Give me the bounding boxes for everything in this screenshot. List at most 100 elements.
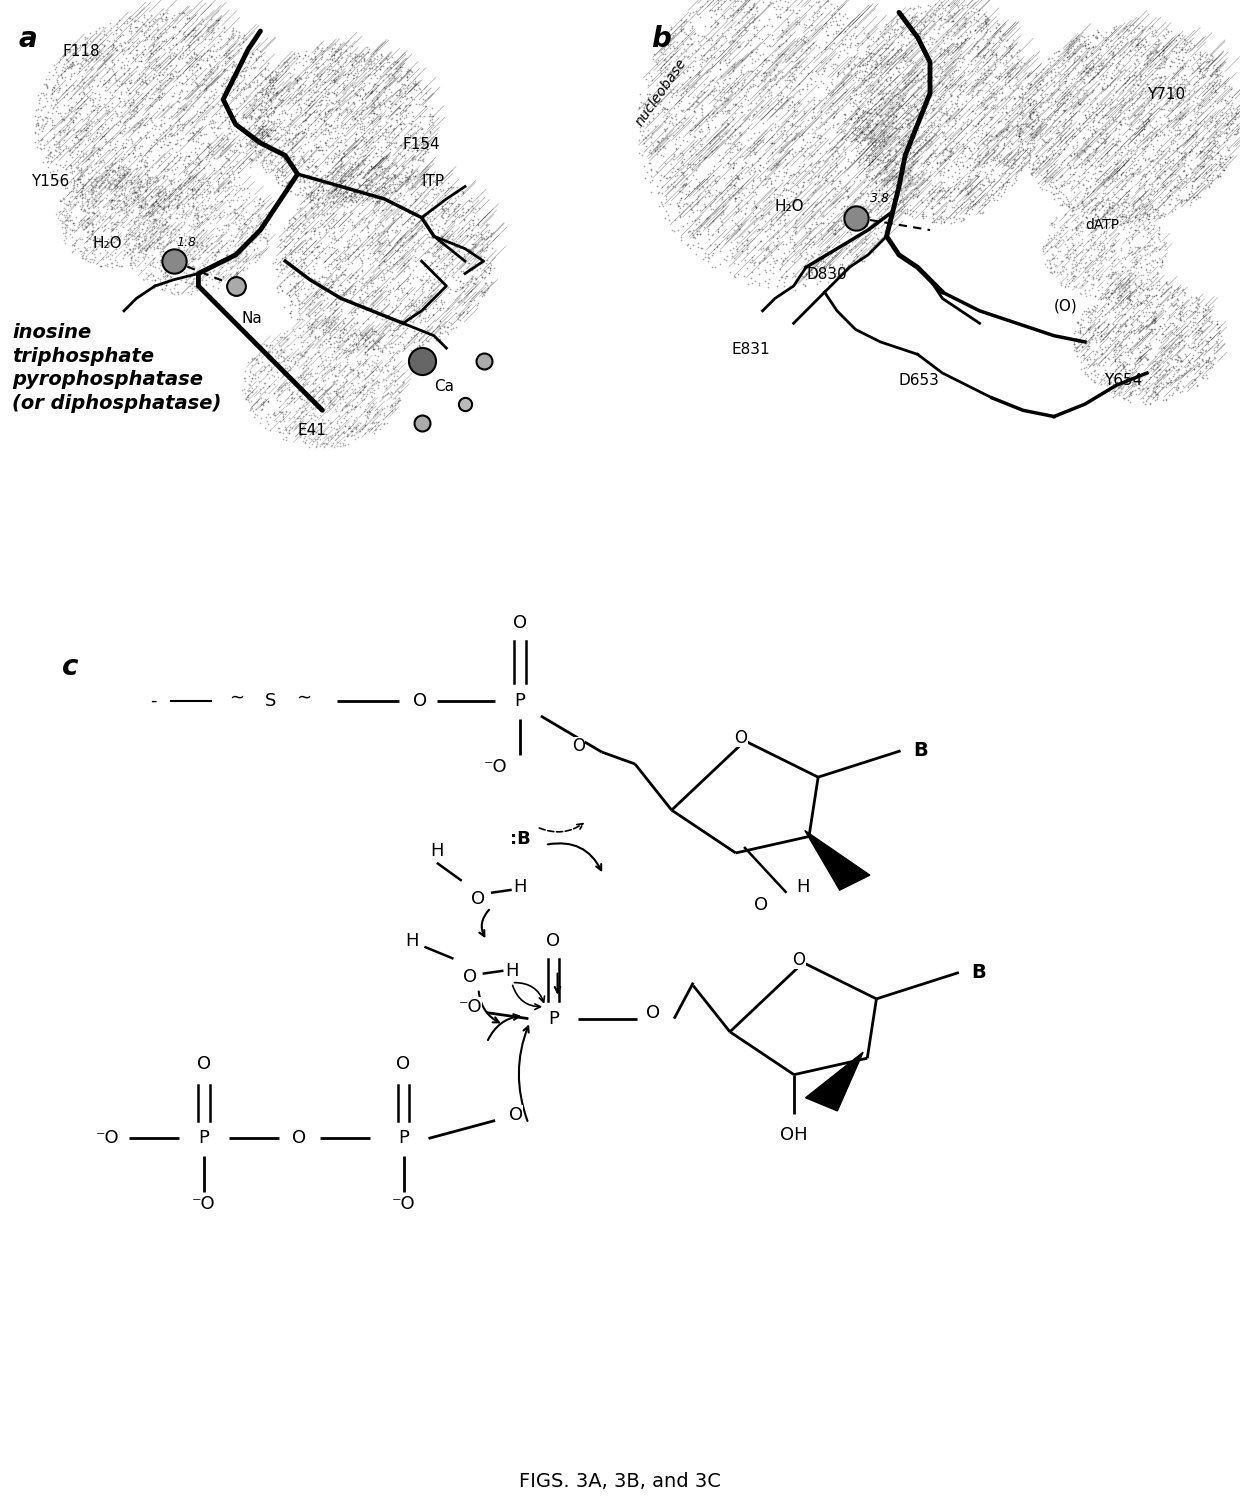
Point [725,189,745,213]
Point [1078,133,1097,157]
Point [740,75,760,99]
Point [1167,136,1187,160]
Point [63,51,83,75]
Point [1086,102,1106,126]
Point [862,48,882,72]
Point [1123,147,1143,171]
Point [1133,94,1153,118]
Point [259,124,279,148]
Point [136,13,156,37]
Point [73,246,93,270]
Point [843,115,863,139]
Point [387,214,407,238]
Point [650,168,670,192]
Point [1141,183,1161,207]
Point [1179,334,1199,358]
Point [420,268,440,292]
Point [73,199,93,223]
Point [335,142,355,166]
Point [1121,280,1141,304]
Point [346,322,366,346]
Point [242,369,262,392]
Point [647,73,667,97]
Point [1200,105,1220,129]
Point [1101,93,1121,117]
Point [651,55,671,79]
Point [412,132,432,156]
Point [877,148,897,172]
Point [1189,352,1209,376]
Point [715,121,735,145]
Point [1079,310,1099,334]
Point [1013,138,1033,162]
Point [310,159,330,183]
Point [254,132,274,156]
Point [262,66,281,90]
Point [1120,382,1140,406]
Point [399,163,419,187]
Point [672,150,692,174]
Point [966,163,986,187]
Point [246,225,265,249]
Point [341,333,361,357]
Point [1221,85,1240,109]
Point [1104,385,1123,409]
Point [861,46,880,70]
Point [397,307,417,331]
Point [409,334,429,358]
Point [950,162,970,186]
Point [66,124,86,148]
Point [320,51,340,75]
Point [1130,154,1149,178]
Point [342,264,362,288]
Point [885,132,905,156]
Point [102,57,122,81]
Point [201,211,221,235]
Point [305,168,325,192]
Point [1142,238,1162,262]
Point [1083,271,1102,295]
Point [187,175,207,199]
Point [1184,184,1204,208]
Point [1168,330,1188,354]
Point [97,60,117,84]
Point [208,261,228,285]
Point [1084,109,1104,133]
Point [208,43,228,67]
Point [635,154,655,178]
Point [1074,199,1094,223]
Point [31,97,51,121]
Point [1061,262,1081,286]
Point [742,177,761,201]
Point [294,354,314,377]
Point [1111,285,1131,309]
Point [942,40,962,64]
Point [334,316,353,340]
Point [858,196,878,220]
Point [1070,322,1090,346]
Point [714,87,734,111]
Point [745,235,765,259]
Point [656,184,676,208]
Point [285,240,305,264]
Point [1089,21,1109,45]
Point [1096,63,1116,87]
Point [701,196,720,220]
Point [109,163,129,187]
Point [242,354,262,377]
Point [336,345,356,369]
Point [84,40,104,64]
Point [703,69,723,93]
Point [1050,127,1070,151]
Point [112,103,131,127]
Point [218,97,238,121]
Point [316,265,336,289]
Point [370,97,389,121]
Point [677,129,697,153]
Point [327,48,347,72]
Point [128,175,148,199]
Point [853,72,873,96]
Point [825,3,844,27]
Point [936,34,956,58]
Point [399,135,419,159]
